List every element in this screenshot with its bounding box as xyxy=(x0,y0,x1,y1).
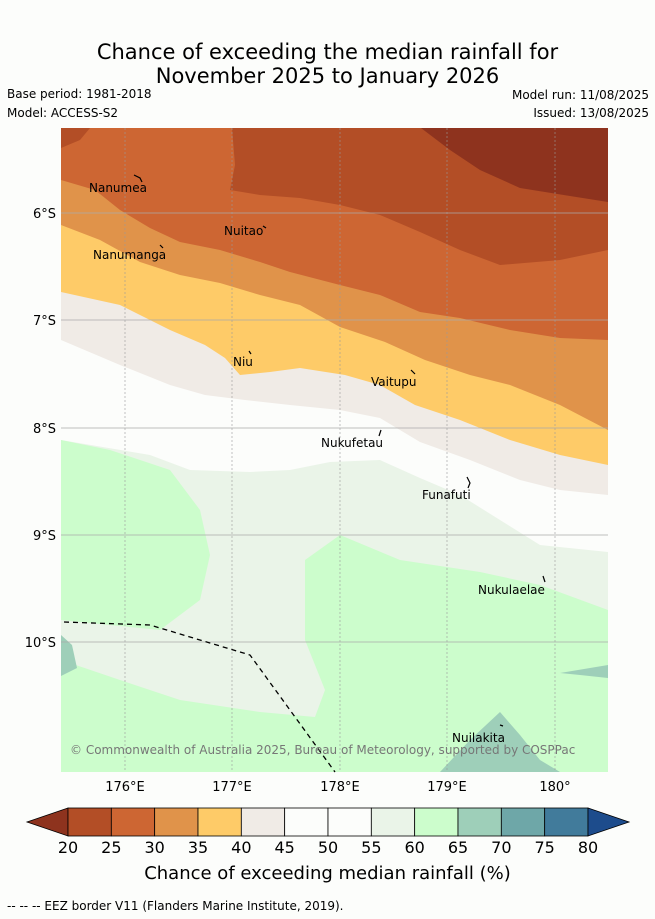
colorbar-segment xyxy=(284,807,329,837)
island-label-vaitupu: Vaitupu xyxy=(371,375,417,389)
eez-footnote: -- -- -- EEZ border V11 (Flanders Marine… xyxy=(7,899,344,913)
colorbar-extend-high xyxy=(587,807,631,837)
island-label-nuilakita: Nuilakita xyxy=(452,731,505,745)
colorbar-segment xyxy=(500,807,546,837)
lat-label-9s: 9°S xyxy=(33,529,56,544)
colorbar-segment xyxy=(370,807,416,837)
colorbar-segment xyxy=(327,807,372,837)
model-run: Model run: 11/08/2025 xyxy=(511,88,649,102)
colorbar-segment xyxy=(154,807,199,837)
graticule xyxy=(124,128,556,772)
colorbar-tick-label: 55 xyxy=(361,838,382,857)
island-shapes xyxy=(133,174,546,727)
colorbar-tick-label: 70 xyxy=(491,838,512,857)
colorbar-tick-label: 35 xyxy=(187,838,209,857)
colorbar-tick-label: 80 xyxy=(577,838,599,857)
island-label-nanumea: Nanumea xyxy=(89,181,147,195)
colorbar-tick-label: 20 xyxy=(57,838,79,857)
lat-label-7s: 7°S xyxy=(33,314,56,329)
colorbar-tick-label: 60 xyxy=(404,838,425,857)
lat-label-10s: 10°S xyxy=(25,636,56,651)
colorbar-segment xyxy=(110,807,156,837)
eez-border xyxy=(63,621,336,773)
contour-fill xyxy=(61,128,608,772)
island-label-nukulaelae: Nukulaelae xyxy=(478,583,545,597)
colorbar-tick-label: 65 xyxy=(447,838,469,857)
colorbar-segment xyxy=(457,807,502,837)
colorbar-tick-label: 50 xyxy=(317,838,339,857)
island-label-nukufetau: Nukufetau xyxy=(321,436,383,450)
island-label-niu: Niu xyxy=(233,355,253,369)
lon-label-177e: 177°E xyxy=(212,780,252,795)
copyright-notice: © Commonwealth of Australia 2025, Bureau… xyxy=(70,743,575,757)
lon-label-179e: 179°E xyxy=(427,780,467,795)
colorbar-tick-label: 40 xyxy=(231,838,252,857)
island-label-funafuti: Funafuti xyxy=(422,488,471,502)
base-period: Base period: 1981-2018 xyxy=(7,87,152,101)
issued-date: Issued: 13/08/2025 xyxy=(533,106,649,120)
colorbar-segment xyxy=(197,807,242,837)
lat-label-6s: 6°S xyxy=(33,207,56,222)
colorbar-label: Chance of exceeding median rainfall (%) xyxy=(144,863,511,884)
lon-label-180: 180° xyxy=(539,780,570,795)
colorbar-segment xyxy=(544,807,589,837)
title-line-2: November 2025 to January 2026 xyxy=(155,64,500,88)
map-title: Chance of exceeding the median rainfall … xyxy=(0,40,655,88)
latitude-lines xyxy=(61,212,608,643)
colorbar-segment xyxy=(240,807,286,837)
colorbar-tick-label: 75 xyxy=(534,838,555,857)
lon-label-178e: 178°E xyxy=(320,780,360,795)
colorbar-tick-label: 30 xyxy=(144,838,165,857)
colorbar-segment xyxy=(67,807,112,837)
model-name: Model: ACCESS-S2 xyxy=(7,106,119,120)
colorbar-tick-label: 25 xyxy=(101,838,122,857)
island-label-nanumanga: Nanumanga xyxy=(93,248,166,262)
title-line-1: Chance of exceeding the median rainfall … xyxy=(96,40,559,64)
lat-label-8s: 8°S xyxy=(33,422,56,437)
colorbar xyxy=(25,807,631,837)
colorbar-extend-low xyxy=(25,807,69,837)
colorbar-segment xyxy=(414,807,459,837)
lon-label-176e: 176°E xyxy=(105,780,145,795)
island-label-nuitao: Nuitao xyxy=(224,224,263,238)
colorbar-tick-label: 45 xyxy=(274,838,295,857)
